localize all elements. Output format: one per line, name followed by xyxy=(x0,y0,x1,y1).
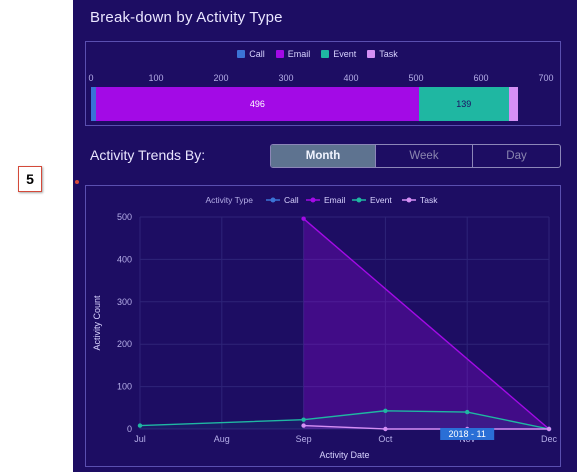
y-tick-label: 200 xyxy=(117,339,132,349)
legend-label: Email xyxy=(288,49,311,59)
axis-tick-label: 300 xyxy=(278,73,293,83)
data-point-event[interactable] xyxy=(465,410,469,414)
legend-item-task[interactable]: Task xyxy=(367,49,398,59)
y-tick-label: 400 xyxy=(117,254,132,264)
legend-label: Event xyxy=(333,49,356,59)
hover-tooltip-label: 2018 - 11 xyxy=(449,429,486,439)
data-point-task[interactable] xyxy=(301,423,305,427)
toggle-day-button[interactable]: Day xyxy=(473,145,560,167)
data-point-event[interactable] xyxy=(383,409,387,413)
legend-marker-event xyxy=(357,198,362,203)
legend-label: Task xyxy=(379,49,398,59)
y-tick-label: 100 xyxy=(117,382,132,392)
bar-segment-event[interactable]: 139 xyxy=(419,87,509,121)
breakdown-bar[interactable]: 496 139 xyxy=(91,87,546,121)
breakdown-title: Break-down by Activity Type xyxy=(90,9,283,26)
breakdown-legend: Call Email Event Task xyxy=(86,49,560,59)
trends-label: Activity Trends By: xyxy=(90,147,205,163)
legend-marker-email xyxy=(311,198,316,203)
legend-marker-task xyxy=(407,198,412,203)
data-point-task[interactable] xyxy=(547,427,551,431)
y-tick-label: 500 xyxy=(117,212,132,222)
legend-label-email: Email xyxy=(324,195,345,205)
axis-tick-label: 600 xyxy=(473,73,488,83)
axis-tick-label: 400 xyxy=(343,73,358,83)
y-tick-label: 300 xyxy=(117,297,132,307)
y-tick-label: 0 xyxy=(127,424,132,434)
step-callout: 5 xyxy=(18,166,42,192)
bar-segment-task[interactable] xyxy=(509,87,518,121)
trends-chart: 0100200300400500JulAugSepOctNovDecActivi… xyxy=(85,185,561,467)
y-axis-label: Activity Count xyxy=(92,295,102,351)
callout-pointer xyxy=(75,180,79,184)
bar-value-label: 139 xyxy=(456,99,471,109)
bar-value-label: 496 xyxy=(250,99,265,109)
data-point-task[interactable] xyxy=(383,427,387,431)
x-tick-label: Jul xyxy=(134,434,146,444)
axis-tick-label: 500 xyxy=(408,73,423,83)
legend-item-email[interactable]: Email xyxy=(276,49,311,59)
x-tick-label: Aug xyxy=(214,434,230,444)
legend-label-task: Task xyxy=(420,195,438,205)
chart-legend-title: Activity Type xyxy=(205,195,253,205)
legend-item-call[interactable]: Call xyxy=(237,49,265,59)
legend-label-call: Call xyxy=(284,195,299,205)
toggle-week-button[interactable]: Week xyxy=(376,145,473,167)
legend-swatch xyxy=(237,50,245,58)
legend-marker-call xyxy=(271,198,276,203)
toggle-month-button[interactable]: Month xyxy=(271,145,376,167)
axis-tick-label: 0 xyxy=(88,73,93,83)
legend-swatch xyxy=(321,50,329,58)
data-point-email[interactable] xyxy=(301,216,305,220)
axis-tick-label: 700 xyxy=(538,73,553,83)
data-point-event[interactable] xyxy=(138,423,142,427)
breakdown-chart: Call Email Event Task 0 100 200 300 400 500 600 70… xyxy=(85,41,561,126)
x-axis-label: Activity Date xyxy=(319,450,369,460)
legend-label: Call xyxy=(249,49,265,59)
legend-label-event: Event xyxy=(370,195,392,205)
x-tick-label: Dec xyxy=(541,434,558,444)
x-tick-label: Sep xyxy=(296,434,312,444)
legend-swatch xyxy=(367,50,375,58)
granularity-toggle: Month Week Day xyxy=(270,144,561,168)
bar-segment-email[interactable]: 496 xyxy=(96,87,418,121)
trends-line-chart: 0100200300400500JulAugSepOctNovDecActivi… xyxy=(86,186,560,466)
legend-item-event[interactable]: Event xyxy=(321,49,356,59)
axis-tick-label: 100 xyxy=(148,73,163,83)
legend-swatch xyxy=(276,50,284,58)
x-tick-label: Oct xyxy=(378,434,393,444)
axis-tick-label: 200 xyxy=(213,73,228,83)
data-point-event[interactable] xyxy=(301,417,305,421)
